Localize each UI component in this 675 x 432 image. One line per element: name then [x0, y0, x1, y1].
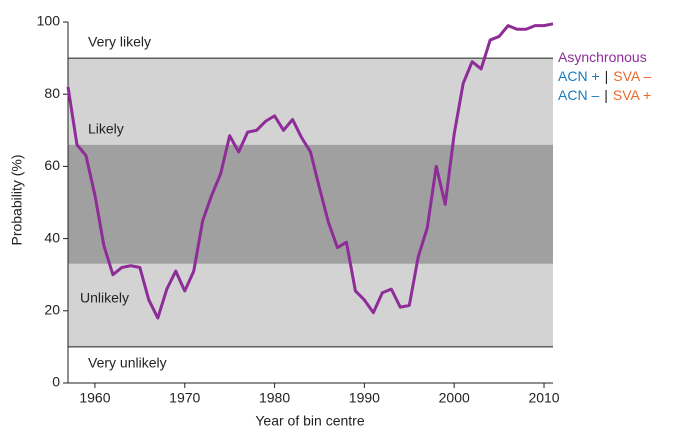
probability-band — [68, 144, 553, 264]
probability-band — [68, 346, 553, 383]
band-label: Very unlikely — [88, 355, 167, 371]
x-tick-label: 1970 — [169, 390, 200, 406]
x-tick-label: 1980 — [259, 390, 290, 406]
probability-band — [68, 263, 553, 347]
y-axis-label: Probability (%) — [9, 154, 25, 245]
x-tick-label: 1960 — [79, 390, 110, 406]
legend-text: ACN – — [558, 87, 599, 103]
band-label: Very likely — [88, 34, 151, 50]
y-tick-label: 60 — [44, 157, 60, 173]
legend-text: SVA + — [613, 87, 651, 103]
probability-band — [68, 22, 553, 59]
data-line — [66, 22, 554, 320]
y-tick-label: 100 — [37, 13, 61, 29]
x-tick-label: 2000 — [439, 390, 470, 406]
x-tick-label: 2010 — [528, 390, 559, 406]
legend-entry: ACN – | SVA + — [558, 87, 651, 103]
legend-entry: Asynchronous — [558, 49, 647, 65]
y-tick-label: 20 — [44, 302, 60, 318]
band-label: Likely — [88, 121, 124, 137]
legend-text: Asynchronous — [558, 49, 647, 65]
y-tick-label: 80 — [44, 85, 60, 101]
legend-text: ACN + — [558, 68, 600, 84]
legend-entry: ACN + | SVA – — [558, 68, 651, 84]
y-tick-label: 40 — [44, 229, 60, 245]
band-label: Unlikely — [80, 290, 129, 306]
y-tick-label: 0 — [52, 374, 60, 390]
x-tick-label: 1990 — [349, 390, 380, 406]
probability-band — [68, 58, 553, 145]
x-axis-label: Year of bin centre — [255, 413, 364, 429]
legend-text: SVA – — [613, 68, 651, 84]
legend-text: | — [604, 87, 608, 103]
legend-text: | — [605, 68, 609, 84]
